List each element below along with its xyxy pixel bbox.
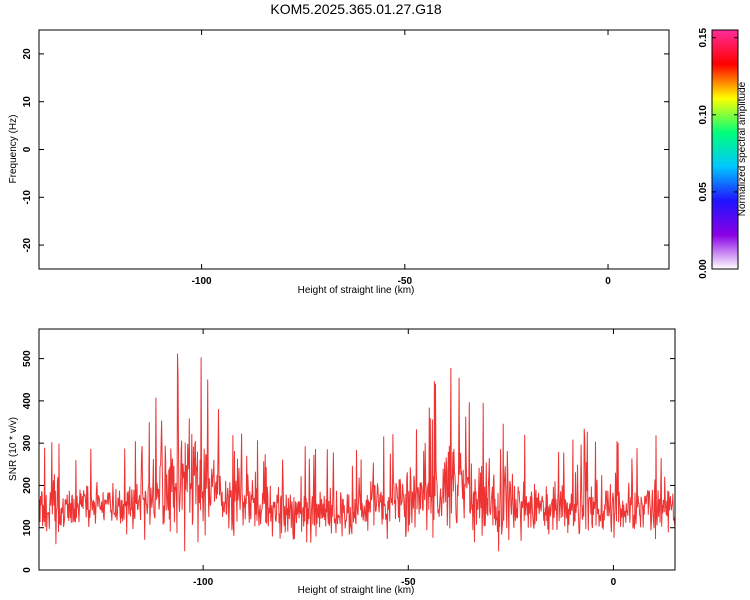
heatmap-hotspot — [231, 209, 246, 219]
colorbar-label: Normalized spectral amplitude — [737, 81, 748, 216]
heatmap-x-axis-label: Height of straight line (km) — [298, 285, 415, 296]
heatmap-x-tick-label: 0 — [605, 276, 611, 287]
snr-y-axis-label: SNR (10 * v/v) — [8, 417, 19, 481]
heatmap-hotspot — [206, 113, 221, 123]
heatmap-hotspot — [601, 204, 615, 214]
heatmap-intensity-field — [39, 30, 669, 269]
heatmap-hotspot — [44, 104, 59, 114]
snr-x-tick-label: -50 — [401, 577, 416, 588]
heatmap-hotspot — [540, 70, 555, 80]
colorbar-tick-label: 0.05 — [698, 182, 709, 202]
heatmap-hotspot — [645, 250, 660, 260]
snr-x-tick-label: -100 — [193, 577, 213, 588]
snr-series-line — [39, 353, 675, 552]
chart-title: KOM5.2025.365.01.27.G18 — [270, 1, 441, 17]
heatmap-hotspot — [113, 183, 128, 193]
heatmap-hotspot — [373, 73, 388, 83]
snr-y-tick-label: 0 — [22, 567, 33, 573]
heatmap-y-axis-label: Frequency (Hz) — [8, 115, 19, 184]
heatmap-hotspot — [503, 185, 518, 195]
heatmap-hotspot — [633, 118, 648, 128]
snr-y-tick-label: 200 — [22, 477, 33, 494]
heatmap-y-tick-label: -20 — [22, 237, 33, 252]
heatmap-hotspot — [466, 68, 481, 78]
heatmap-hotspot — [609, 141, 624, 151]
heatmap-x-tick-label: -100 — [192, 276, 212, 287]
heatmap-hotspot — [178, 44, 193, 54]
heatmap-hotspot — [247, 63, 262, 73]
snr-y-tick-label: 100 — [22, 519, 33, 536]
colorbar-frame — [711, 29, 739, 270]
heatmap-hotspot — [288, 130, 303, 140]
heatmap-hotspot — [304, 106, 319, 116]
snr-frame — [38, 328, 676, 571]
heatmap-hotspot — [576, 183, 591, 193]
heatmap-hotspot — [418, 128, 433, 138]
heatmap-hotspot — [223, 185, 237, 195]
colorbar-tick-label: 0.10 — [698, 105, 709, 125]
snr-panel: -100 -50 0 0 100 200 300 400 500 Height of strai… — [8, 328, 676, 596]
heatmap-y-tick-label: 10 — [22, 96, 33, 108]
heatmap-x-tick-label: -50 — [398, 276, 413, 287]
snr-x-axis-label: Height of straight line (km) — [298, 585, 415, 596]
colorbar-gradient — [712, 30, 738, 269]
colorbar-tick-label: 0.15 — [698, 28, 709, 48]
heatmap-y-tick-label: 0 — [22, 146, 33, 152]
heatmap-hotspot — [149, 137, 164, 147]
heatmap-hotspot — [487, 145, 502, 154]
colorbar-tick-label: 0.00 — [698, 259, 709, 279]
snr-y-tick-label: 500 — [22, 350, 33, 367]
snr-y-tick-label: 400 — [22, 392, 33, 409]
snr-y-tick-label: 300 — [22, 434, 33, 451]
heatmap-hotspot — [345, 105, 359, 115]
heatmap-hotspot — [544, 166, 559, 176]
heatmap-y-tick-label: 20 — [22, 48, 33, 60]
colorbar: 0.00 0.05 0.10 0.15 Normalized spectral amp… — [698, 28, 748, 279]
heatmap-hotspot — [68, 42, 83, 52]
snr-x-tick-label: 0 — [611, 577, 617, 588]
heatmap-hotspot — [357, 240, 372, 250]
heatmap-hotspot — [426, 164, 441, 174]
heatmap-y-tick-label: -10 — [22, 190, 33, 205]
